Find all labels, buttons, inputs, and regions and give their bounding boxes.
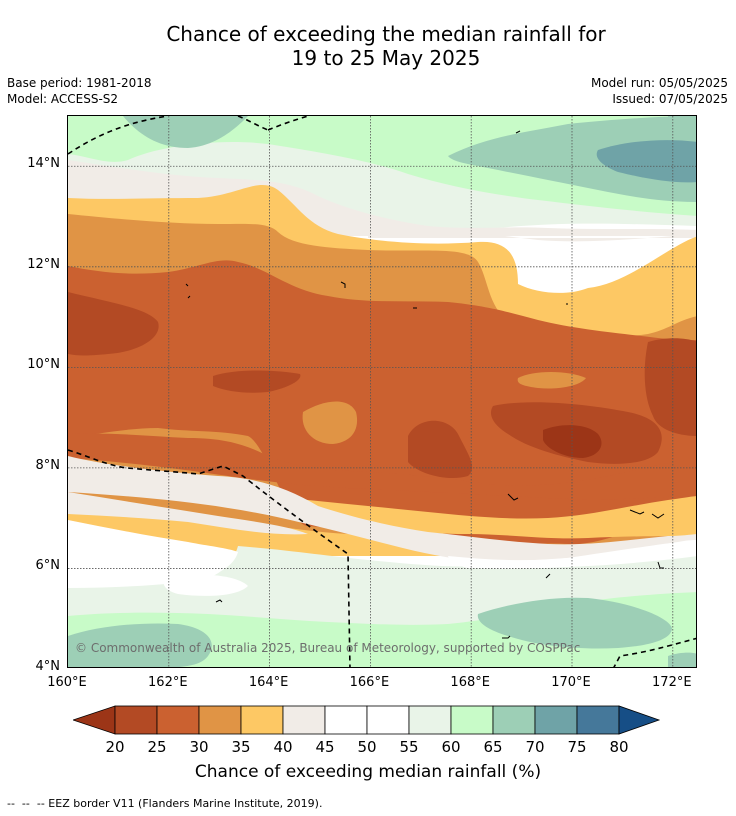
map-gridlines [68, 116, 696, 667]
eez-border-north [68, 116, 309, 155]
zone-offwhite-north-2 [368, 220, 696, 242]
island-10 [502, 635, 511, 639]
meta-left: Base period: 1981-2018 Model: ACCESS-S2 [7, 75, 152, 107]
zone-white-south-2 [448, 540, 696, 569]
island-7 [629, 509, 665, 519]
zone-bluegreen-north [596, 140, 696, 183]
lat-tick-label: 14°N [27, 156, 60, 172]
colorbar-segment [534, 705, 578, 735]
colorbar-segment [324, 705, 368, 735]
islands [185, 130, 665, 639]
lon-tick-label: 162°E [148, 675, 188, 690]
zone-white-patch [163, 574, 248, 596]
island-2 [340, 281, 346, 288]
colorbar [73, 705, 661, 735]
zone-burnt-1 [68, 292, 159, 356]
colorbar-arrow-low [73, 705, 116, 735]
title-line-1: Chance of exceeding the median rainfall … [166, 22, 606, 46]
colorbar-segment [282, 705, 326, 735]
colorbar-tick-label: 25 [147, 738, 167, 756]
model-name: Model: ACCESS-S2 [7, 92, 119, 106]
zone-teal-north-left [123, 116, 248, 148]
colorbar-tick-label: 35 [231, 738, 251, 756]
colorbar-tick-label: 55 [399, 738, 419, 756]
colorbar-segment [408, 705, 452, 735]
colorbar-segment [492, 705, 536, 735]
colorbar-tick-label: 45 [315, 738, 335, 756]
lon-tick-label: 170°E [551, 675, 591, 690]
colorbar-segment [366, 705, 410, 735]
island-6 [507, 493, 519, 501]
lon-tick-label: 164°E [248, 675, 289, 690]
colorbar-segment [114, 705, 158, 735]
zone-orange-island-2 [517, 372, 586, 389]
zone-orange-lower [68, 433, 696, 500]
lat-tick-label: 8°N [35, 457, 61, 473]
lat-tick-label: 10°N [27, 357, 60, 373]
title-line-2: 19 to 25 May 2025 [291, 46, 481, 70]
zone-teal-south [68, 623, 212, 667]
colorbar-tick-label: 65 [483, 738, 503, 756]
colorbar-tick-label: 30 [189, 738, 209, 756]
colorbar-tick-label: 50 [357, 738, 377, 756]
colorbar-segment [450, 705, 494, 735]
zone-offwhite-south [68, 456, 696, 561]
zone-burnt-5 [644, 338, 696, 436]
colorbar-tick-label: 20 [105, 738, 125, 756]
lon-tick-label: 168°E [450, 675, 490, 690]
colorbar-tick-label: 70 [525, 738, 545, 756]
lat-tick-label: 12°N [27, 256, 60, 272]
meta-right: Model run: 05/05/2025 Issued: 07/05/2025 [591, 75, 728, 107]
lat-tick-label: 6°N [35, 558, 61, 574]
zone-orange-island-1 [302, 401, 358, 444]
issued-date: Issued: 07/05/2025 [612, 92, 728, 106]
rainfall-map [68, 116, 696, 667]
island-8 [215, 599, 223, 603]
colorbar-tick-label: 80 [609, 738, 629, 756]
colorbar-segment [198, 705, 242, 735]
copyright-notice: © Commonwealth of Australia 2025, Bureau… [75, 641, 581, 655]
lon-tick-label: 172°E [652, 675, 692, 690]
zone-burnt-2 [213, 370, 301, 393]
zone-burnt-3 [408, 420, 473, 479]
colorbar-tick-label: 75 [567, 738, 587, 756]
island-4 [515, 130, 521, 134]
zone-offwhite-south-2 [68, 492, 308, 535]
zone-darkest [543, 425, 602, 458]
eez-border-east [613, 637, 696, 667]
colorbar-segment [156, 705, 200, 735]
zone-white-south [68, 520, 238, 588]
colorbar-title: Chance of exceeding median rainfall (%) [194, 762, 542, 782]
colorbar-segment [240, 705, 284, 735]
eez-borders [68, 116, 696, 667]
base-period: Base period: 1981-2018 [7, 76, 152, 90]
map-title: Chance of exceeding the median rainfall … [0, 22, 736, 70]
island-1 [185, 283, 191, 299]
colorbar-segment [576, 705, 620, 735]
zone-teal-south-3 [668, 652, 696, 667]
colorbar-tick-label: 60 [441, 738, 461, 756]
eez-footnote: -- -- -- EEZ border V11 (Flanders Marine… [7, 797, 323, 810]
model-run: Model run: 05/05/2025 [590, 76, 728, 90]
lon-tick-label: 160°E [47, 675, 87, 690]
zone-teal-south-2 [477, 597, 672, 649]
lon-tick-label: 166°E [349, 675, 390, 690]
map-area [67, 115, 697, 668]
zone-orange [68, 260, 696, 548]
lat-tick-label: 4°N [35, 659, 61, 674]
zone-teal-north-right [668, 116, 696, 140]
island-9 [545, 561, 664, 579]
colorbar-tick-label: 40 [273, 738, 293, 756]
colorbar-arrow-high [618, 705, 661, 735]
